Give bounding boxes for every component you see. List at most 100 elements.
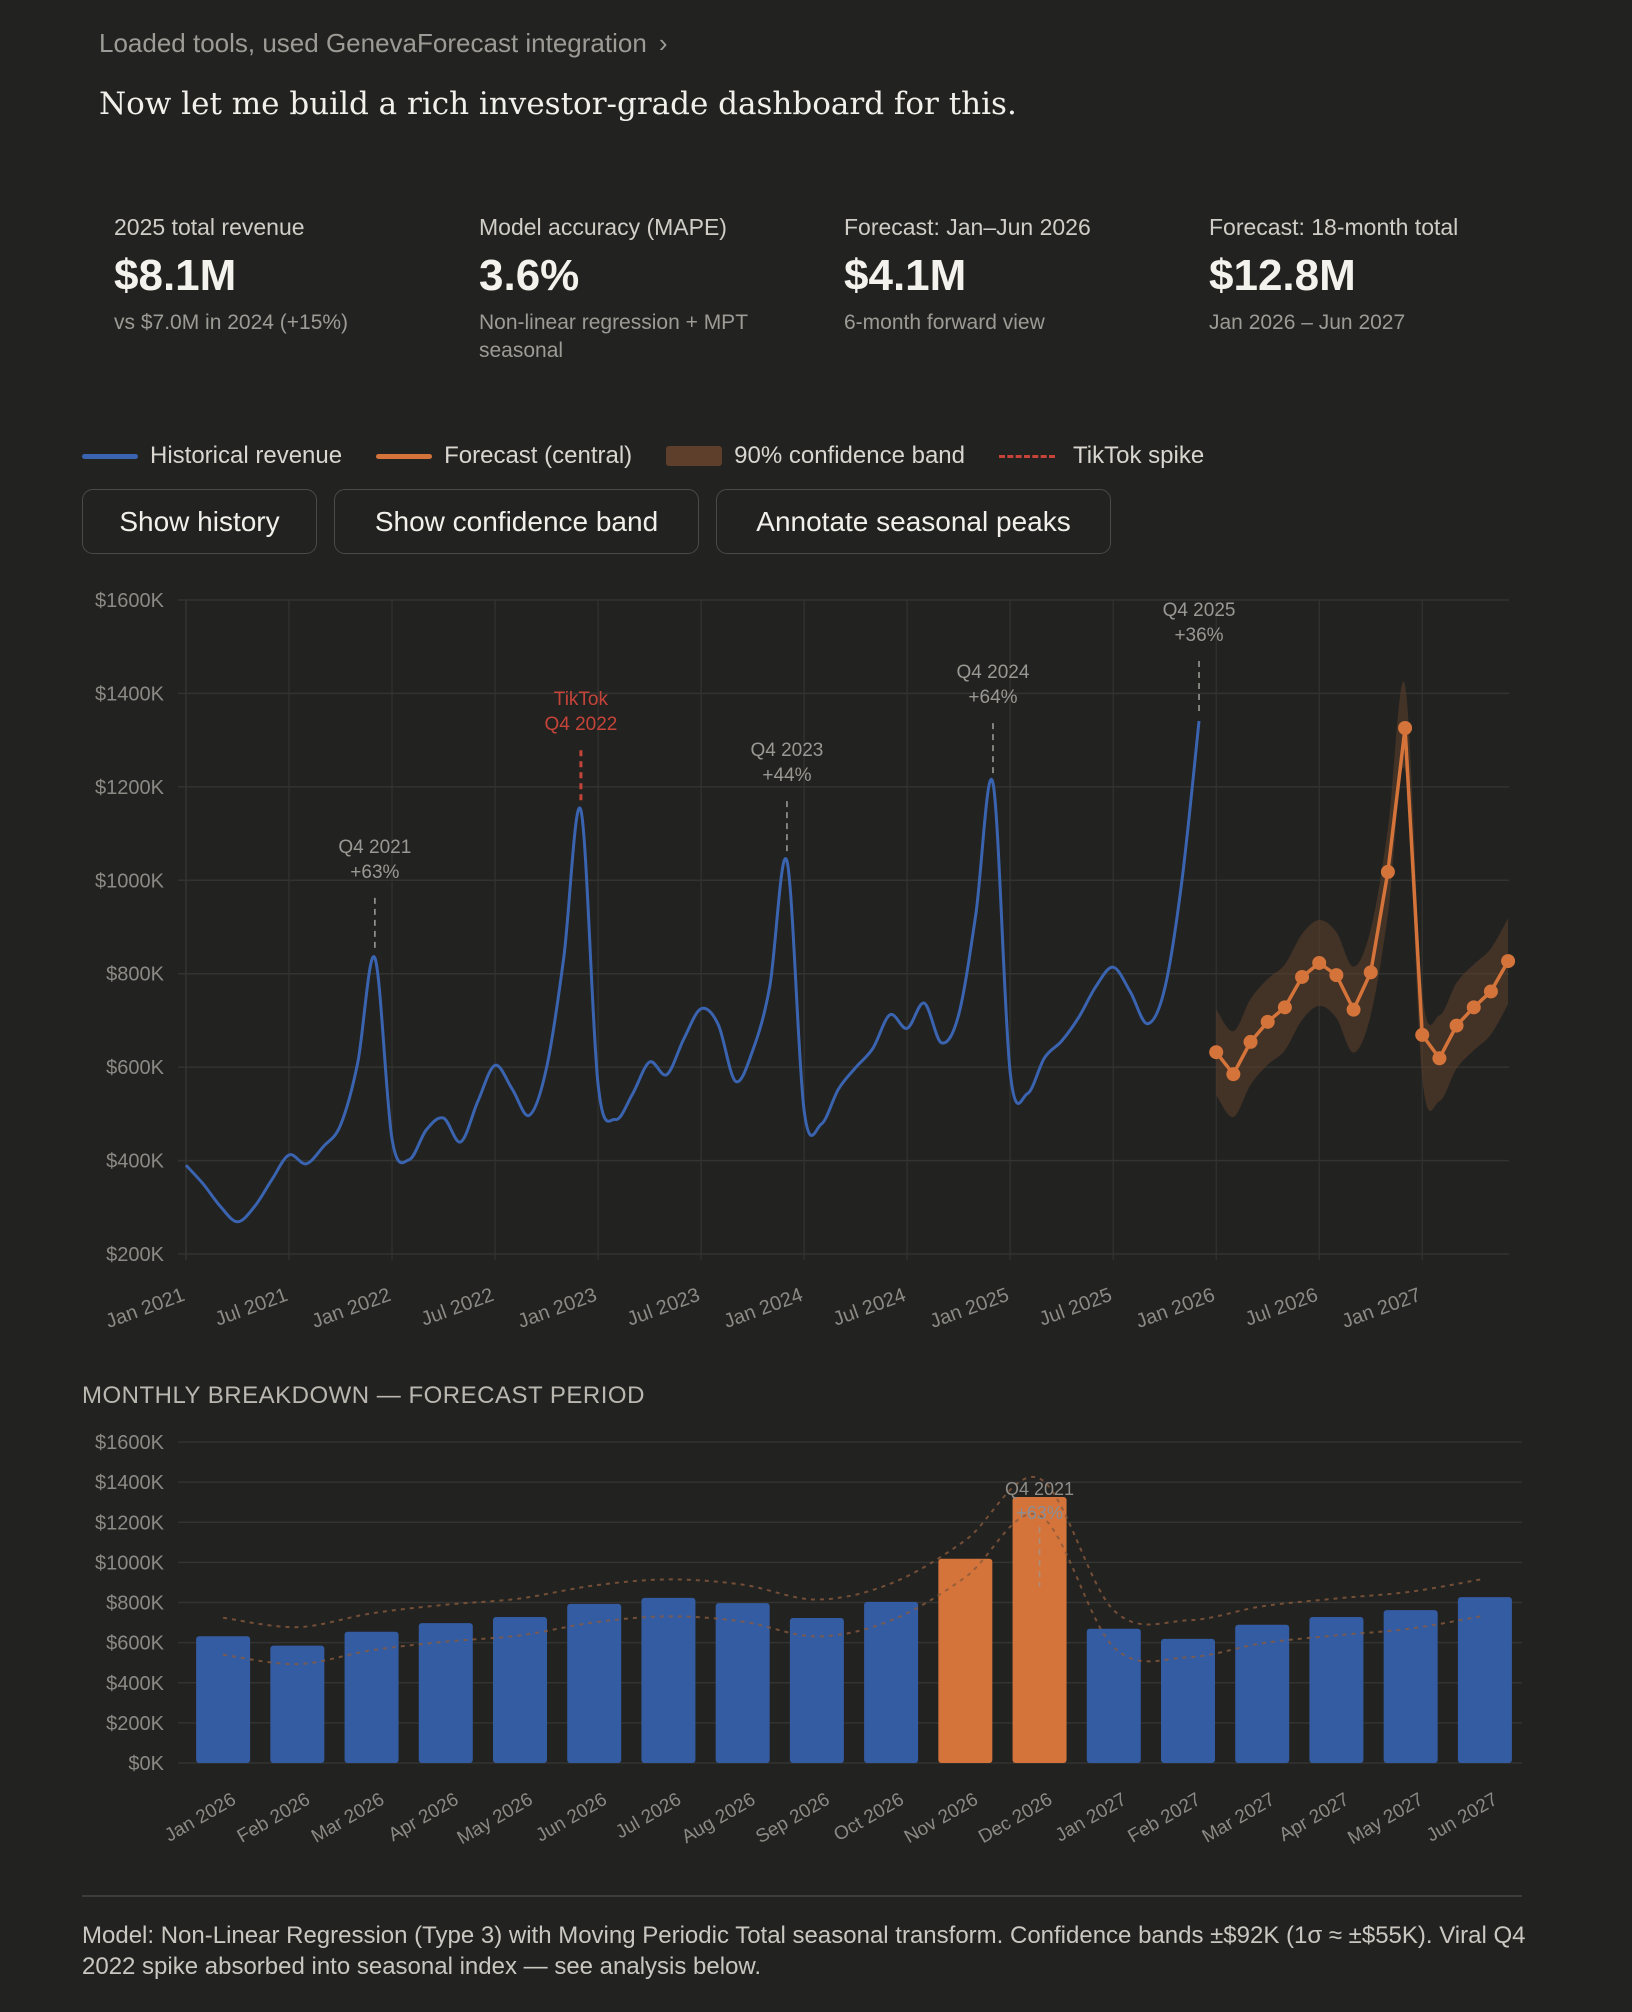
x-tick-label: Jul 2024: [830, 1284, 909, 1331]
annotation-line2: +63%: [350, 862, 399, 883]
x-tick-label: May 2026: [454, 1789, 537, 1849]
kpi-subtext: Non-linear regression + MPT seasonal: [479, 311, 748, 362]
kpi-value: $4.1M: [844, 251, 967, 300]
bar-apr-2027: [1309, 1616, 1364, 1763]
kpi-card-2025-revenue: 2025 total revenue $8.1M vs $7.0M in 202…: [114, 214, 454, 337]
bar-jan-2026: [196, 1636, 251, 1763]
bar-feb-2027: [1161, 1638, 1215, 1763]
forecast-point: [1363, 965, 1378, 980]
legend-swatch-box: [666, 446, 723, 466]
forecast-point: [1209, 1045, 1224, 1060]
x-tick-label: Mar 2026: [308, 1789, 388, 1847]
bar-nov-2026: [938, 1558, 993, 1763]
forecast-point: [1226, 1067, 1241, 1082]
y-tick-label: $1000K: [95, 870, 165, 892]
forecast-point: [1380, 864, 1395, 879]
y-tick-label: $0K: [128, 1753, 164, 1775]
kpi-subtext: Jan 2026 – Jun 2027: [1209, 311, 1406, 334]
y-tick-label: $200K: [106, 1713, 164, 1735]
x-tick-label: Mar 2027: [1199, 1789, 1279, 1847]
x-tick-label: Jun 2026: [533, 1789, 611, 1846]
historical-revenue-line: [184, 720, 1201, 1224]
x-tick-label: Feb 2027: [1124, 1789, 1204, 1847]
annotate-seasonal-peaks-button[interactable]: Annotate seasonal peaks: [716, 489, 1111, 554]
annotation-line2: +36%: [1174, 625, 1223, 646]
bar-aug-2026: [715, 1603, 770, 1763]
y-tick-label: $400K: [106, 1673, 164, 1695]
y-tick-label: $1400K: [95, 683, 165, 705]
confidence-band-area: [1216, 681, 1509, 1118]
kpi-label: Forecast: 18-month total: [1209, 214, 1459, 240]
legend-item-history: Historical revenue: [82, 442, 342, 470]
legend-label: Forecast (central): [444, 442, 633, 469]
legend-label: TikTok spike: [1073, 442, 1205, 469]
message-heading: Now let me build a rich investor-grade d…: [99, 86, 1017, 122]
bar-jul-2026: [641, 1597, 696, 1763]
chevron-right-icon: ›: [658, 28, 668, 58]
revenue-forecast-line-chart: $200K $400K $600K $800K $1000K $1200K $1400K $1…: [95, 590, 1516, 1333]
model-footnote: Model: Non-Linear Regression (Type 3) wi…: [82, 1922, 1526, 1980]
bar-may-2026: [493, 1616, 547, 1763]
x-tick-label: Dec 2026: [975, 1789, 1056, 1848]
show-confidence-band-button[interactable]: Show confidence band: [334, 489, 699, 554]
annotation-line2: +64%: [968, 687, 1017, 708]
bar-mar-2027: [1235, 1624, 1290, 1763]
bar-apr-2026: [418, 1623, 473, 1763]
x-tick-label: Jul 2023: [624, 1284, 703, 1331]
x-tick-label: Jan 2026: [1133, 1284, 1218, 1333]
y-tick-label: $800K: [106, 1593, 164, 1615]
x-tick-label: Jan 2024: [721, 1284, 806, 1333]
forecast-point: [1329, 968, 1344, 983]
y-tick-label: $1200K: [95, 777, 165, 799]
x-tick-label: Jan 2026: [161, 1789, 239, 1846]
kpi-subtext: vs $7.0M in 2024 (+15%): [114, 311, 349, 334]
x-tick-label: Apr 2026: [385, 1789, 462, 1846]
x-tick-label: Apr 2027: [1276, 1789, 1353, 1846]
legend-label: Historical revenue: [150, 442, 343, 469]
y-tick-label: $200K: [106, 1244, 164, 1266]
annotation-line1: TikTok: [554, 689, 609, 710]
show-history-button[interactable]: Show history: [82, 489, 317, 554]
x-tick-label: Feb 2026: [234, 1789, 314, 1847]
bar-jun-2026: [567, 1603, 622, 1763]
bar-jan-2027: [1086, 1628, 1141, 1763]
y-tick-label: $1600K: [95, 590, 165, 612]
chart-legend: Historical revenue Forecast (central) 90…: [82, 442, 1238, 470]
annotation-line1: Q4 2023: [750, 740, 823, 761]
legend-item-forecast: Forecast (central): [376, 442, 632, 470]
bar-dec-2026: [1012, 1496, 1067, 1763]
x-tick-label: Jul 2021: [212, 1284, 291, 1331]
divider: [82, 1895, 1522, 1897]
annotation-line1: Q4 2025: [1163, 600, 1236, 621]
kpi-label: 2025 total revenue: [114, 214, 305, 240]
forecast-point: [1312, 955, 1327, 970]
kpi-value: $12.8M: [1209, 251, 1356, 300]
forecast-point: [1295, 969, 1310, 984]
band-lower-line: [222, 1512, 1486, 1666]
tools-disclosure[interactable]: Loaded tools, used GenevaForecast integr…: [99, 28, 667, 59]
x-tick-label: Jan 2027: [1052, 1789, 1130, 1846]
x-tick-label: Nov 2026: [901, 1789, 982, 1848]
forecast-point: [1260, 1014, 1275, 1029]
breakdown-title: MONTHLY BREAKDOWN — FORECAST PERIOD: [82, 1382, 645, 1409]
x-tick-label: Aug 2026: [678, 1789, 759, 1848]
forecast-point: [1415, 1027, 1430, 1042]
kpi-label: Model accuracy (MAPE): [479, 214, 727, 240]
forecast-point: [1398, 720, 1413, 735]
y-tick-label: $600K: [106, 1633, 164, 1655]
kpi-card-forecast-6m: Forecast: Jan–Jun 2026 $4.1M 6-month for…: [844, 214, 1184, 337]
annotation-line1: Q4 2021: [338, 837, 411, 858]
forecast-point: [1243, 1034, 1258, 1049]
forecast-point: [1501, 954, 1516, 969]
x-tick-label: Jul 2025: [1036, 1284, 1115, 1331]
kpi-label: Forecast: Jan–Jun 2026: [844, 214, 1091, 240]
annotation-line1: Q4 2021: [1005, 1479, 1074, 1499]
tools-line: Loaded tools, used GenevaForecast integr…: [99, 28, 647, 58]
x-tick-label: Jan 2022: [309, 1284, 394, 1333]
x-tick-label: Jan 2023: [515, 1284, 600, 1333]
annotation-line2: +63%: [1016, 1503, 1063, 1523]
legend-swatch-line: [376, 453, 433, 459]
forecast-point: [1466, 1000, 1481, 1015]
annotation-line1: Q4 2024: [957, 662, 1030, 683]
y-tick-label: $1600K: [95, 1432, 165, 1454]
